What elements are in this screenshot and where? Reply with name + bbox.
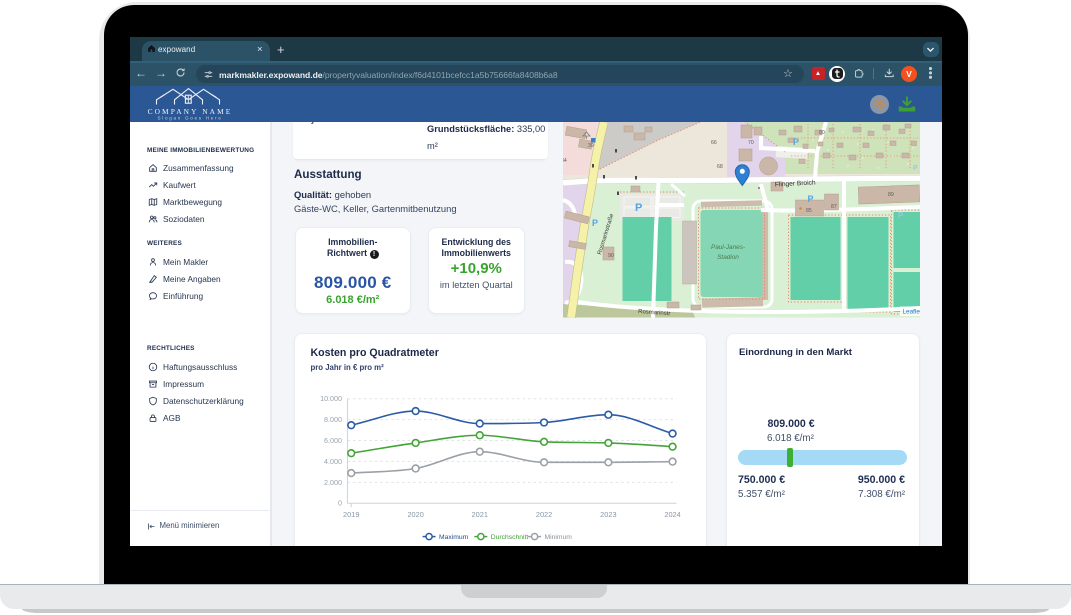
svg-text:Durchschnitt: Durchschnitt bbox=[490, 534, 528, 541]
svg-text:70: 70 bbox=[748, 140, 754, 146]
svg-text:90: 90 bbox=[608, 253, 614, 259]
svg-text:P: P bbox=[635, 202, 642, 214]
svg-text:39: 39 bbox=[588, 143, 594, 149]
svg-text:Slogan Goes Here: Slogan Goes Here bbox=[158, 115, 223, 120]
svg-text:Stadion: Stadion bbox=[717, 254, 739, 261]
svg-text:P: P bbox=[793, 137, 799, 147]
svg-text:68: 68 bbox=[717, 164, 723, 170]
svg-text:Maximum: Maximum bbox=[439, 534, 469, 541]
svg-text:COMPANY NAME: COMPANY NAME bbox=[148, 107, 233, 116]
svg-text:89: 89 bbox=[888, 192, 894, 198]
svg-text:P: P bbox=[807, 194, 813, 204]
svg-text:4.000: 4.000 bbox=[324, 458, 342, 466]
svg-text:Rosmarinstr: Rosmarinstr bbox=[637, 309, 670, 317]
svg-text:66: 66 bbox=[711, 140, 717, 146]
svg-text:Paul-Janes-: Paul-Janes- bbox=[710, 244, 744, 251]
svg-text:2024: 2024 bbox=[664, 510, 680, 519]
svg-text:Leaflet: Leaflet bbox=[902, 309, 920, 316]
svg-text:2.000: 2.000 bbox=[324, 479, 342, 487]
svg-text:Minimum: Minimum bbox=[544, 534, 572, 541]
svg-text:85: 85 bbox=[806, 208, 812, 214]
svg-text:87: 87 bbox=[831, 204, 837, 210]
svg-text:2020: 2020 bbox=[407, 510, 423, 519]
svg-text:0: 0 bbox=[337, 500, 341, 508]
svg-text:P: P bbox=[913, 165, 918, 172]
svg-text:P: P bbox=[898, 211, 904, 220]
svg-text:80: 80 bbox=[819, 130, 825, 136]
svg-text:Flinger Broich: Flinger Broich bbox=[774, 179, 815, 188]
svg-text:8.000: 8.000 bbox=[324, 416, 342, 424]
svg-text:2021: 2021 bbox=[471, 510, 487, 519]
svg-text:2023: 2023 bbox=[600, 510, 616, 519]
svg-text:2019: 2019 bbox=[343, 510, 359, 519]
svg-text:2022: 2022 bbox=[535, 510, 551, 519]
svg-text:10.000: 10.000 bbox=[320, 395, 342, 403]
svg-text:P: P bbox=[592, 218, 598, 228]
svg-text:6.000: 6.000 bbox=[324, 437, 342, 445]
svg-text:34: 34 bbox=[563, 158, 567, 164]
